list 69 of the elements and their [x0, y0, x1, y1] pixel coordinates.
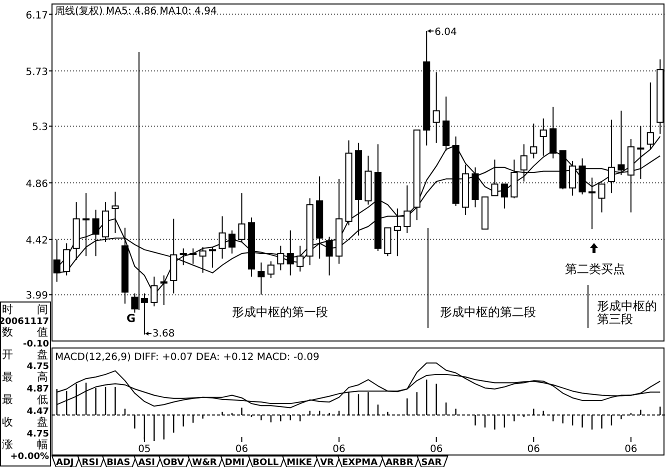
- x-tick-label: 06: [235, 444, 248, 455]
- text: BOLL: [252, 458, 279, 467]
- text: EXPMA: [342, 458, 378, 467]
- candlestick: [277, 245, 284, 271]
- text: 4.75: [26, 430, 49, 440]
- annotation: 3.68: [152, 328, 175, 340]
- candlestick: [190, 248, 197, 264]
- x-tick-label: 06: [527, 444, 540, 455]
- text: 时间: [2, 303, 48, 316]
- text: 数值: [2, 326, 48, 338]
- text: VR: [320, 458, 334, 467]
- candlestick: [228, 230, 236, 254]
- text: 收盘: [2, 416, 48, 428]
- text: DMI: [224, 458, 245, 467]
- text: OBV: [163, 458, 184, 467]
- annotation: 6.04: [434, 27, 457, 38]
- text: ASI: [138, 458, 156, 467]
- chart-title: MACD(12,26,9) DIFF: +0.07 DEA: +0.12 MACD: -0.09: [55, 352, 320, 363]
- candlestick: [218, 216, 226, 260]
- x-tick-label: 05: [138, 444, 151, 455]
- text: BIAS: [106, 458, 130, 467]
- text: 4.87: [26, 384, 49, 394]
- y-tick-label: 3.99: [26, 290, 48, 302]
- text: -0.10: [23, 340, 49, 350]
- y-tick-label: 4.42: [26, 235, 48, 246]
- candlestick: [598, 184, 606, 213]
- candlestick: [394, 208, 401, 257]
- text: 4.75: [26, 362, 49, 372]
- candlestick: [530, 123, 538, 159]
- candlestick: [404, 184, 411, 234]
- candlestick: [92, 209, 100, 257]
- text: 开盘: [2, 348, 48, 361]
- candlestick: [258, 262, 265, 296]
- chart-title: 周线(复权) MA5: 4.86 MA10: 4.94: [55, 5, 217, 17]
- text: 20061117: [0, 317, 49, 327]
- text: 涨幅: [2, 438, 48, 451]
- text: RSI: [82, 458, 99, 467]
- x-tick-label: 06: [430, 444, 443, 455]
- y-tick-label: 4.86: [26, 178, 48, 190]
- candlestick: [588, 177, 596, 230]
- candlestick: [500, 184, 508, 210]
- text: W&R: [192, 458, 217, 467]
- candlestick: [267, 260, 274, 278]
- candlestick: [209, 246, 216, 268]
- candlestick: [180, 248, 187, 266]
- text: +0.00%: [10, 452, 49, 462]
- y-tick-label: 5.3: [32, 122, 48, 134]
- y-tick-label: 6.17: [26, 10, 48, 22]
- annotation: G: [126, 312, 136, 325]
- candlestick: [112, 191, 119, 234]
- candlestick: [569, 160, 576, 196]
- text: 4.47: [26, 407, 49, 417]
- annotation: 形成中枢的第二段: [440, 305, 536, 319]
- annotation: 第二类买点: [565, 262, 625, 276]
- candlestick: [82, 192, 90, 257]
- text: 最高: [2, 370, 48, 384]
- text: MIKE: [286, 458, 312, 467]
- candlestick: [491, 159, 498, 196]
- x-tick-label: 06: [332, 444, 346, 455]
- text: ADJ: [56, 458, 74, 467]
- candlestick: [238, 192, 246, 242]
- text: SAR: [421, 458, 442, 467]
- text: 最低: [2, 393, 48, 406]
- text: ARBR: [386, 458, 414, 467]
- annotation: 形成中枢的第三段: [597, 299, 657, 326]
- y-tick-label: 5.73: [26, 66, 48, 78]
- x-tick-label: 06: [624, 444, 638, 455]
- candlestick: [432, 72, 440, 144]
- annotation: 形成中枢的第一段: [232, 305, 328, 319]
